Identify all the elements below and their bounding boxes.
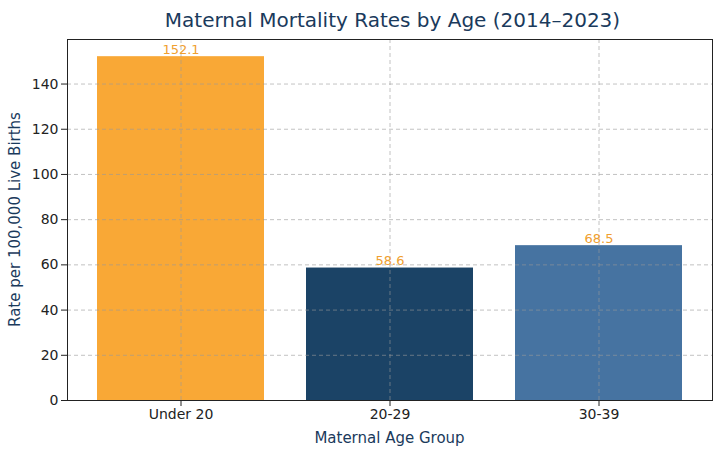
svg-text:80: 80 [41,211,59,227]
svg-text:40: 40 [41,302,59,318]
svg-text:140: 140 [32,76,59,92]
svg-text:30-39: 30-39 [579,406,620,422]
svg-text:Maternal Age Group: Maternal Age Group [314,429,464,447]
svg-text:120: 120 [32,121,59,137]
svg-text:Under 20: Under 20 [149,406,214,422]
svg-text:0: 0 [50,392,59,408]
svg-text:20: 20 [41,347,59,363]
svg-text:58.6: 58.6 [376,253,405,268]
svg-text:100: 100 [32,166,59,182]
svg-text:Rate per 100,000 Live Births: Rate per 100,000 Live Births [6,112,24,327]
svg-text:20-29: 20-29 [370,406,411,422]
svg-text:68.5: 68.5 [585,231,614,246]
svg-text:152.1: 152.1 [162,42,199,57]
svg-text:60: 60 [41,256,59,272]
html-text:Maternal Mortality Rates by Ag: Maternal Mortality Rates by Age (2014–20… [164,8,621,32]
